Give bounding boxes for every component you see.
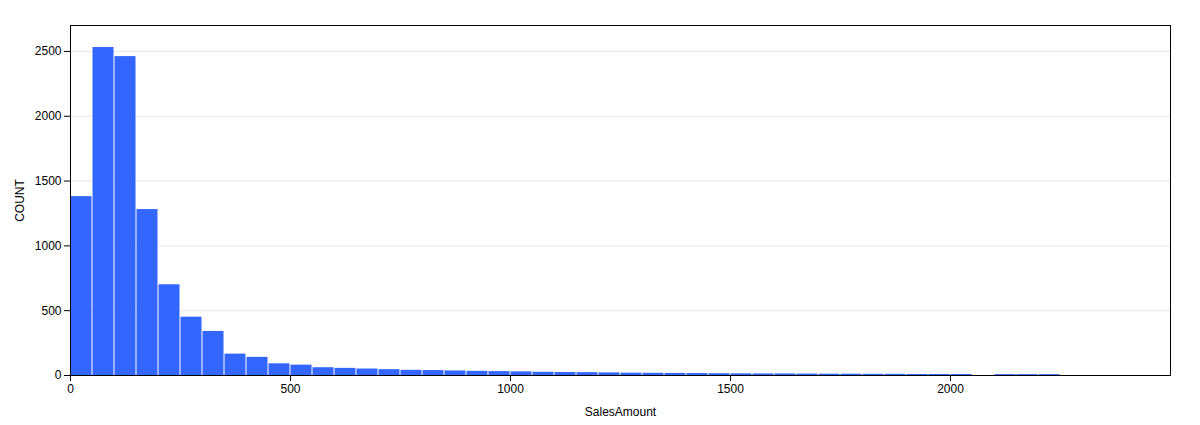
- svg-text:2000: 2000: [35, 109, 62, 123]
- svg-text:0: 0: [55, 368, 62, 382]
- svg-text:2000: 2000: [937, 382, 964, 396]
- svg-text:1500: 1500: [717, 382, 744, 396]
- svg-text:2500: 2500: [35, 44, 62, 58]
- svg-text:500: 500: [280, 382, 300, 396]
- svg-text:0: 0: [67, 382, 74, 396]
- svg-text:COUNT: COUNT: [13, 179, 27, 222]
- svg-text:SalesAmount: SalesAmount: [585, 405, 657, 419]
- svg-text:500: 500: [41, 304, 61, 318]
- svg-text:1000: 1000: [497, 382, 524, 396]
- svg-text:1500: 1500: [35, 174, 62, 188]
- svg-text:1000: 1000: [35, 239, 62, 253]
